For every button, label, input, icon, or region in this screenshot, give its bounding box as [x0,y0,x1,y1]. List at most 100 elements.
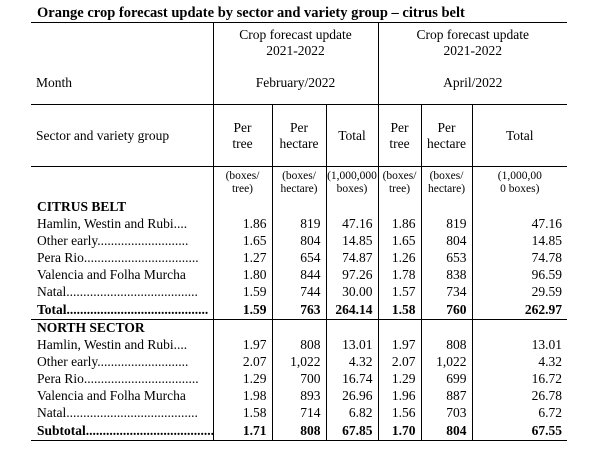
table-body: CITRUS BELT Hamlin, Westin and Rubi.... 1.… [31,198,568,441]
total-value-cell: 763 [271,300,326,320]
table-row: Other early........................... 1.… [31,232,568,250]
table-row: Valencia and Folha Murcha 1.80 844 97.26 1.7… [31,266,568,284]
value-cell: 14.85 [471,232,568,250]
forecast-header-feb: Crop forecast update 2021-2022 [212,22,379,63]
section-title: NORTH SECTOR [37,320,145,336]
value-cell: 47.16 [325,215,379,233]
value-cell: 1.58 [212,404,272,422]
value-cell: 1.29 [212,370,272,388]
value-cell: 887 [420,387,473,405]
table-row: Natal...................................… [31,404,568,422]
total-value-cell: 1.59 [212,300,272,320]
month-apr: April/2022 [377,62,568,105]
table-row: Pera Rio................................… [31,249,568,267]
col-total-apr: Total [471,104,568,167]
total-value-cell: 1.71 [212,421,272,441]
value-cell: 16.74 [325,370,379,388]
total-row: Subtotal................................… [31,421,568,441]
value-cell: 700 [271,370,326,388]
month-feb: February/2022 [212,62,379,105]
value-cell: 1.80 [212,266,272,284]
variety-label: Other early........................... [37,233,189,248]
value-cell: 893 [271,387,326,405]
total-value-cell: 262.97 [471,300,568,320]
value-cell: 1.65 [212,232,272,250]
value-cell: 14.85 [325,232,379,250]
total-label: Total...................................… [31,300,213,320]
section-header-row: NORTH SECTOR [31,319,568,337]
col-total-feb: Total [325,104,379,167]
table-row: Valencia and Folha Murcha 1.98 893 26.96 1.9… [31,387,568,405]
value-cell: 4.32 [325,353,379,371]
value-cell: 97.26 [325,266,379,284]
value-cell: 26.96 [325,387,379,405]
value-cell: 26.78 [471,387,568,405]
value-cell: 6.72 [471,404,568,422]
value-cell: 744 [271,283,326,301]
value-cell: 4.32 [471,353,568,371]
sector-variety-label: Sector and variety group [31,104,213,167]
table-title: Orange crop forecast update by sector an… [37,5,465,21]
total-value-cell: 264.14 [325,300,379,320]
value-cell: 1.98 [212,387,272,405]
value-cell: 653 [420,249,473,267]
value-cell: 29.59 [471,283,568,301]
value-cell: 819 [271,215,326,233]
value-cell: 2.07 [377,353,422,371]
unit-tree-feb: (boxes/tree) [212,166,272,199]
total-value-cell: 1.58 [377,300,422,320]
value-cell: 1.86 [377,215,422,233]
value-cell: 2.07 [212,353,272,371]
value-cell: 74.87 [325,249,379,267]
total-value-cell: 1.70 [377,421,422,441]
value-cell: 1.97 [212,336,272,354]
crop-forecast-table: Crop forecast update 2021-2022 Crop fore… [31,22,568,441]
col-per-hectare-apr: Per hectare [420,104,473,167]
variety-label: Pera Rio................................… [37,371,199,386]
variety-label: Hamlin, Westin and Rubi.... [37,337,188,352]
value-cell: 13.01 [325,336,379,354]
value-cell: 844 [271,266,326,284]
value-cell: 1.78 [377,266,422,284]
section-title: CITRUS BELT [37,199,127,214]
table-row: Hamlin, Westin and Rubi.... 1.86 819 47.16 1… [31,215,568,233]
value-cell: 734 [420,283,473,301]
total-value-cell: 67.85 [325,421,379,441]
forecast-header-apr: Crop forecast update 2021-2022 [377,22,568,63]
value-cell: 1.86 [212,215,272,233]
table-header: Crop forecast update 2021-2022 Crop fore… [31,22,568,199]
table-row: Other early........................... 2.… [31,353,568,371]
table-row: Hamlin, Westin and Rubi.... 1.97 808 13.01 1… [31,336,568,354]
value-cell: 13.01 [471,336,568,354]
unit-hectare-feb: (boxes/hectare) [271,166,326,199]
variety-label: Valencia and Folha Murcha [37,267,186,282]
table-row: Natal...................................… [31,283,568,301]
unit-total-feb: (1,000,000 boxes) [325,166,379,199]
total-value-cell: 67.55 [471,421,568,441]
value-cell: 714 [271,404,326,422]
value-cell: 804 [271,232,326,250]
value-cell: 96.59 [471,266,568,284]
month-label: Month [31,62,213,105]
value-cell: 74.78 [471,249,568,267]
total-label: Subtotal................................… [31,421,213,441]
variety-label: Valencia and Folha Murcha [37,388,186,403]
value-cell: 30.00 [325,283,379,301]
table-row: Pera Rio................................… [31,370,568,388]
value-cell: 808 [420,336,473,354]
value-cell: 819 [420,215,473,233]
total-row: Total...................................… [31,300,568,320]
value-cell: 1.96 [377,387,422,405]
value-cell: 1.29 [377,370,422,388]
total-value-cell: 760 [420,300,473,320]
unit-total-apr: (1,000,00 0 boxes) [471,166,568,199]
col-per-tree-feb: Per tree [212,104,272,167]
value-cell: 699 [420,370,473,388]
variety-label: Pera Rio................................… [37,250,199,265]
value-cell: 1.57 [377,283,422,301]
total-value-cell: 804 [420,421,473,441]
variety-label: Hamlin, Westin and Rubi.... [37,216,188,231]
value-cell: 703 [420,404,473,422]
variety-label: Natal...................................… [37,284,198,299]
